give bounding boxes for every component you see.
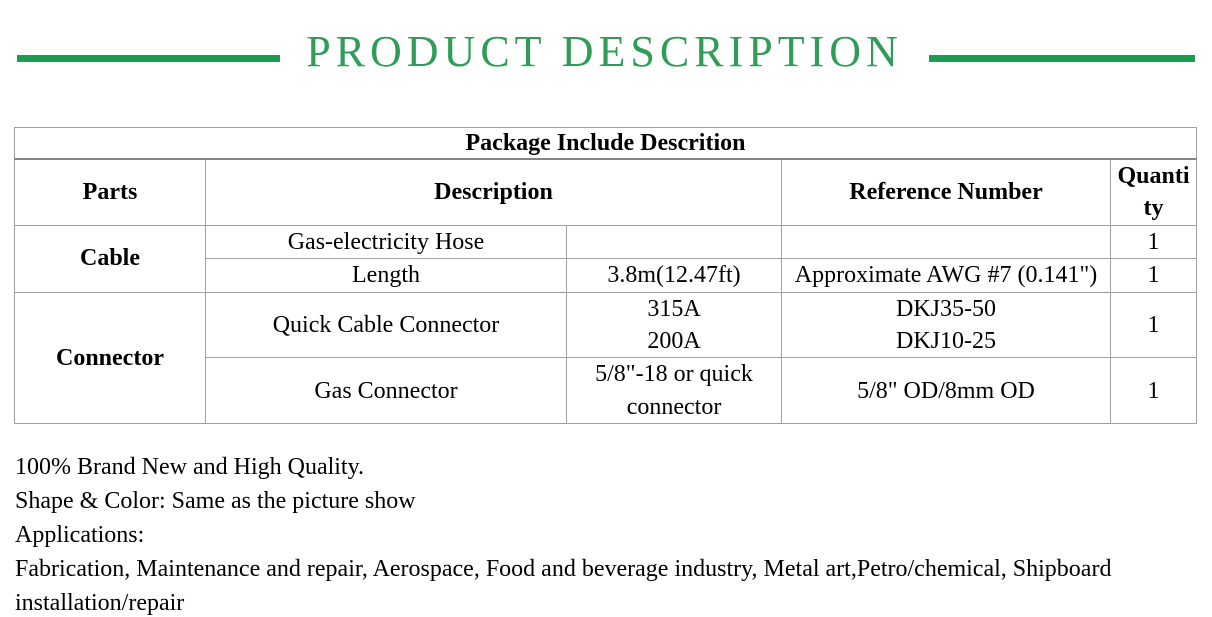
note-quality: 100% Brand New and High Quality. <box>15 454 365 481</box>
cell-cable-length-spec: 3.8m(12.47ft) <box>566 258 782 293</box>
product-description-page: PRODUCT DESCRIPTION Package Include Desc… <box>0 30 1212 617</box>
package-include-table: Package Include Descrition Parts Descrip… <box>14 127 1197 425</box>
cell-cable-hose-reference <box>781 224 1111 260</box>
table-header-row: Parts Description Reference Number Quant… <box>14 158 1197 226</box>
cell-part-cable: Cable <box>14 224 206 293</box>
col-header-quantity: Quantity <box>1110 158 1197 226</box>
note-shape-color: Shape & Color: Same as the picture show <box>15 488 416 515</box>
cell-quick-connector-reference: DKJ35-50 DKJ10-25 <box>781 291 1111 359</box>
table-row-cable-length: Length 3.8m(12.47ft) Approximate AWG #7 … <box>15 258 1197 293</box>
col-header-parts: Parts <box>14 158 206 226</box>
table-title-row: Package Include Descrition <box>14 127 1197 160</box>
cell-cable-length-quantity: 1 <box>1110 258 1197 293</box>
cell-gas-connector-quantity: 1 <box>1110 357 1197 425</box>
cell-gas-connector-reference: 5/8" OD/8mm OD <box>781 357 1111 425</box>
section-header: PRODUCT DESCRIPTION <box>0 30 1212 74</box>
cell-cable-hose-spec <box>566 224 782 260</box>
page-title: PRODUCT DESCRIPTION <box>306 27 903 76</box>
table-row-gas-connector: Gas Connector 5/8"-18 or quick connector… <box>15 357 1197 425</box>
cell-gas-connector-description: Gas Connector <box>205 357 567 425</box>
cell-quick-connector-quantity: 1 <box>1110 291 1197 359</box>
col-header-description: Description <box>205 158 782 226</box>
table-row-cable-hose: Cable Gas-electricity Hose 1 <box>14 224 1197 293</box>
table-row-quick-cable-connector: Connector Quick Cable Connector 315A 200… <box>14 291 1197 425</box>
col-header-reference-number: Reference Number <box>781 158 1111 226</box>
cell-cable-hose-quantity: 1 <box>1110 224 1197 260</box>
cell-cable-hose-description: Gas-electricity Hose <box>205 224 567 260</box>
cell-cable-length-description: Length <box>205 258 567 293</box>
note-applications-list: Fabrication, Maintenance and repair, Aer… <box>15 556 1112 617</box>
note-applications-label: Applications: <box>15 522 145 549</box>
cell-cable-length-reference: Approximate AWG #7 (0.141") <box>781 258 1111 293</box>
cell-gas-connector-spec: 5/8"-18 or quick connector <box>566 357 782 425</box>
cell-quick-connector-spec: 315A 200A <box>566 291 782 359</box>
table-title: Package Include Descrition <box>14 127 1197 160</box>
header-rule-right <box>928 54 1195 62</box>
cell-quick-connector-description: Quick Cable Connector <box>205 291 567 359</box>
cell-part-connector: Connector <box>14 291 206 425</box>
header-rule-left <box>17 54 281 62</box>
notes-section: 100% Brand New and High Quality. Shape &… <box>15 450 1185 617</box>
